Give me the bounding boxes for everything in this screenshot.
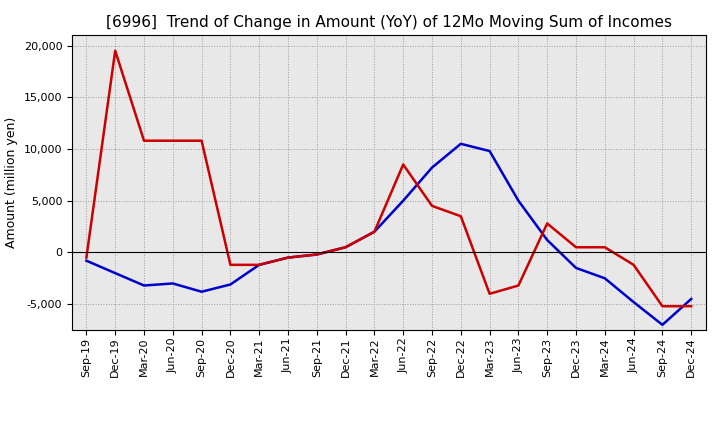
Ordinary Income	[572, 265, 580, 271]
Ordinary Income	[485, 148, 494, 154]
Net Income	[456, 213, 465, 219]
Net Income	[226, 262, 235, 268]
Ordinary Income	[197, 289, 206, 294]
Net Income	[687, 304, 696, 309]
Ordinary Income	[399, 198, 408, 203]
Line: Net Income: Net Income	[86, 51, 691, 306]
Ordinary Income	[370, 229, 379, 235]
Net Income	[600, 245, 609, 250]
Ordinary Income	[687, 296, 696, 301]
Net Income	[399, 162, 408, 167]
Net Income	[284, 255, 292, 260]
Net Income	[255, 262, 264, 268]
Ordinary Income	[168, 281, 177, 286]
Ordinary Income	[140, 283, 148, 288]
Net Income	[168, 138, 177, 143]
Ordinary Income	[658, 322, 667, 327]
Ordinary Income	[543, 237, 552, 242]
Net Income	[543, 221, 552, 226]
Ordinary Income	[82, 258, 91, 263]
Ordinary Income	[312, 252, 321, 257]
Line: Ordinary Income: Ordinary Income	[86, 144, 691, 325]
Net Income	[82, 255, 91, 260]
Y-axis label: Amount (million yen): Amount (million yen)	[5, 117, 18, 248]
Ordinary Income	[284, 255, 292, 260]
Net Income	[140, 138, 148, 143]
Ordinary Income	[514, 198, 523, 203]
Ordinary Income	[600, 275, 609, 281]
Ordinary Income	[428, 165, 436, 170]
Title: [6996]  Trend of Change in Amount (YoY) of 12Mo Moving Sum of Incomes: [6996] Trend of Change in Amount (YoY) o…	[106, 15, 672, 30]
Net Income	[514, 283, 523, 288]
Ordinary Income	[111, 271, 120, 276]
Ordinary Income	[341, 245, 350, 250]
Ordinary Income	[255, 262, 264, 268]
Net Income	[312, 252, 321, 257]
Net Income	[341, 245, 350, 250]
Net Income	[658, 304, 667, 309]
Net Income	[629, 262, 638, 268]
Ordinary Income	[226, 282, 235, 287]
Net Income	[370, 229, 379, 235]
Net Income	[572, 245, 580, 250]
Net Income	[485, 291, 494, 297]
Net Income	[428, 203, 436, 209]
Ordinary Income	[456, 141, 465, 147]
Net Income	[111, 48, 120, 53]
Ordinary Income	[629, 300, 638, 305]
Net Income	[197, 138, 206, 143]
